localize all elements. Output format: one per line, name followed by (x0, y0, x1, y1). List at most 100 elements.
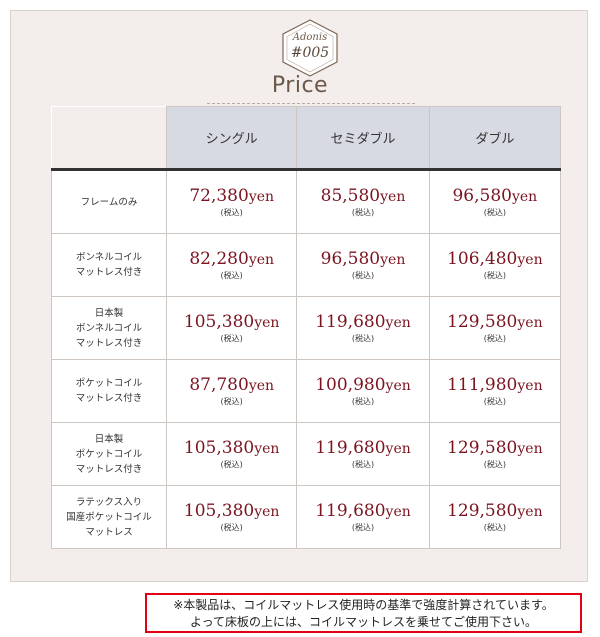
table-corner-cell (51, 106, 168, 170)
price-unit: yen (254, 504, 280, 520)
price-cell: 72,380yen (税込) (166, 168, 298, 234)
price-unit: yen (248, 189, 275, 205)
price-value: 119,680yen (297, 312, 428, 333)
row-label: 日本製 ポケットコイル マットレス付き (50, 422, 168, 486)
tax-included-label: (税込) (483, 334, 506, 343)
price-unit: yen (517, 315, 543, 331)
price-cell: 105,380yen (税込) (166, 422, 298, 486)
price-value: 100,980yen (297, 375, 428, 396)
price-cell: 129,580yen (税込) (428, 485, 562, 549)
price-unit: yen (380, 252, 406, 268)
price-unit: yen (517, 252, 543, 268)
row-label-line: ボンネルコイル (75, 252, 143, 263)
tax-included-label: (税込) (220, 523, 243, 532)
price-unit: yen (517, 378, 543, 394)
price-value: 105,380yen (167, 438, 296, 459)
price-unit: yen (248, 378, 275, 394)
price-value: 129,580yen (430, 501, 560, 522)
price-value: 129,580yen (430, 312, 560, 333)
table-row: 日本製 ボンネルコイル マットレス付き 105,380yen (税込) 119,680ye… (50, 296, 562, 360)
price-cell: 119,680yen (税込) (296, 485, 430, 549)
tax-included-label: (税込) (483, 523, 506, 532)
price-amount: 119,680 (315, 312, 386, 332)
price-amount: 129,580 (447, 312, 518, 332)
price-unit: yen (517, 441, 543, 457)
row-label-line: 日本製 (94, 433, 124, 445)
table-row: 日本製 ポケットコイル マットレス付き 105,380yen (税込) 119,680ye… (50, 422, 562, 486)
price-cell: 105,380yen (税込) (166, 296, 298, 360)
price-cell: 96,580yen (税込) (428, 168, 562, 234)
price-value: 85,580yen (297, 186, 428, 207)
price-amount: 119,680 (315, 438, 386, 458)
price-table: シングル セミダブル ダブル フレームのみ 72,380yen (税込) 85,580… (50, 106, 562, 549)
price-amount: 72,380 (189, 186, 249, 206)
tax-included-label: (税込) (220, 208, 243, 217)
row-label: ポケットコイル マットレス付き (50, 359, 168, 423)
price-unit: yen (385, 441, 411, 457)
price-value: 96,580yen (430, 186, 560, 207)
tax-included-label: (税込) (351, 271, 375, 280)
tax-included-label: (税込) (351, 523, 375, 532)
price-unit: yen (254, 315, 280, 331)
row-label-line: 日本製 (94, 307, 124, 319)
column-header-single: シングル (166, 106, 298, 170)
price-amount: 105,380 (183, 438, 255, 458)
tax-included-label: (税込) (483, 460, 506, 469)
tax-included-label: (税込) (220, 271, 243, 280)
row-label-line: フレームのみ (80, 196, 138, 208)
tax-included-label: (税込) (483, 208, 506, 217)
usage-notice: ※本製品は、コイルマットレス使用時の基準で強度計算されています。 よって床板の上… (145, 593, 582, 633)
price-value: 111,980yen (430, 375, 560, 396)
price-cell: 105,380yen (税込) (166, 485, 298, 549)
price-amount: 105,380 (183, 312, 255, 332)
price-value: 96,580yen (297, 249, 428, 270)
price-value: 87,780yen (167, 375, 296, 396)
table-row: ラテックス入り 国産ポケットコイル マットレス 105,380yen (税込) 119,6… (50, 485, 562, 549)
price-unit: yen (254, 441, 280, 457)
row-label: フレームのみ (50, 168, 168, 234)
tax-included-label: (税込) (220, 397, 243, 406)
row-label-line: マットレス付き (75, 267, 143, 278)
price-unit: yen (385, 378, 411, 394)
column-header-double: ダブル (428, 106, 562, 170)
price-amount: 82,280 (189, 249, 249, 269)
price-amount: 111,980 (447, 375, 518, 395)
price-value: 119,680yen (297, 501, 428, 522)
row-label-line: ラテックス入り (75, 496, 143, 508)
price-unit: yen (385, 504, 411, 520)
tax-included-label: (税込) (483, 397, 506, 406)
notice-line-2: よって床板の上には、コイルマットレスを乗せてご使用下さい。 (189, 615, 538, 629)
hexagon-badge-icon (282, 19, 338, 77)
brand-badge: Adonis #005 (278, 18, 342, 78)
tax-included-label: (税込) (351, 208, 375, 217)
price-amount: 100,980 (315, 375, 386, 395)
row-label-line: マットレス付き (75, 393, 143, 404)
row-label: 日本製 ボンネルコイル マットレス付き (50, 296, 168, 360)
price-unit: yen (248, 252, 275, 268)
price-cell: 119,680yen (税込) (296, 422, 430, 486)
price-cell: 82,280yen (税込) (166, 233, 298, 297)
price-cell: 129,580yen (税込) (428, 422, 562, 486)
price-amount: 129,580 (447, 438, 518, 458)
tax-included-label: (税込) (351, 460, 375, 469)
row-label-line: 国産ポケットコイル (66, 511, 152, 523)
table-row: フレームのみ 72,380yen (税込) 85,580yen (税込) 96,580ye… (50, 168, 562, 234)
price-amount: 129,580 (447, 501, 518, 521)
price-amount: 96,580 (452, 186, 512, 206)
price-amount: 87,780 (189, 375, 249, 395)
badge-model-code: #005 (290, 45, 330, 61)
tax-included-label: (税込) (483, 271, 506, 280)
price-cell: 87,780yen (税込) (166, 359, 298, 423)
price-amount: 96,580 (320, 249, 381, 269)
row-label-line: ポケットコイル (75, 378, 143, 389)
tax-included-label: (税込) (220, 460, 243, 469)
tax-included-label: (税込) (220, 334, 243, 343)
tax-included-label: (税込) (351, 397, 375, 406)
price-cell: 96,580yen (税込) (296, 233, 430, 297)
price-cell: 100,980yen (税込) (296, 359, 430, 423)
table-row: ポケットコイル マットレス付き 87,780yen (税込) 100,980yen (税込… (50, 359, 562, 423)
column-header-semi-double: セミダブル (296, 106, 430, 170)
price-table-body: フレームのみ 72,380yen (税込) 85,580yen (税込) 96,580ye… (50, 168, 562, 549)
price-value: 105,380yen (167, 501, 296, 522)
row-label-line: ポケットコイル (75, 448, 143, 460)
